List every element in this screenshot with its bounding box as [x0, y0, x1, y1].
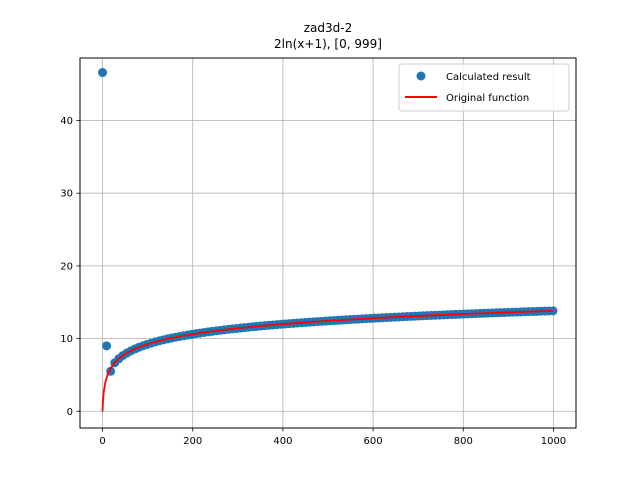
y-tick-label: 20 [60, 261, 73, 272]
legend-box [398, 63, 570, 112]
y-tick-label: 40 [60, 116, 73, 127]
axis-ticks: 0 200 400 600 800 1000 0 10 20 30 40 [60, 116, 566, 447]
y-tick-label: 30 [60, 189, 73, 200]
y-tick-label: 10 [60, 334, 73, 345]
legend: Calculated result Original function [398, 63, 570, 112]
legend-marker-calculated-result [416, 71, 426, 81]
series-line-original-function [101, 309, 554, 412]
legend-label-calculated-result: Calculated result [446, 72, 531, 83]
x-tick-label: 600 [364, 436, 383, 447]
chart-title: zad3d-2 [304, 21, 353, 35]
x-tick-label: 800 [454, 436, 473, 447]
axes-frame [79, 57, 577, 429]
x-tick-label: 400 [273, 436, 292, 447]
x-tick-label: 1000 [541, 436, 566, 447]
y-tick-label: 0 [67, 407, 73, 418]
chart-subtitle: 2ln(x+1), [0, 999] [274, 37, 382, 51]
scatter-point [102, 341, 112, 351]
plot-series [98, 68, 558, 412]
x-tick-label: 0 [99, 436, 105, 447]
scatter-point [548, 306, 558, 316]
x-tick-label: 200 [183, 436, 202, 447]
scatter-point [98, 68, 108, 78]
legend-label-original-function: Original function [446, 93, 529, 104]
